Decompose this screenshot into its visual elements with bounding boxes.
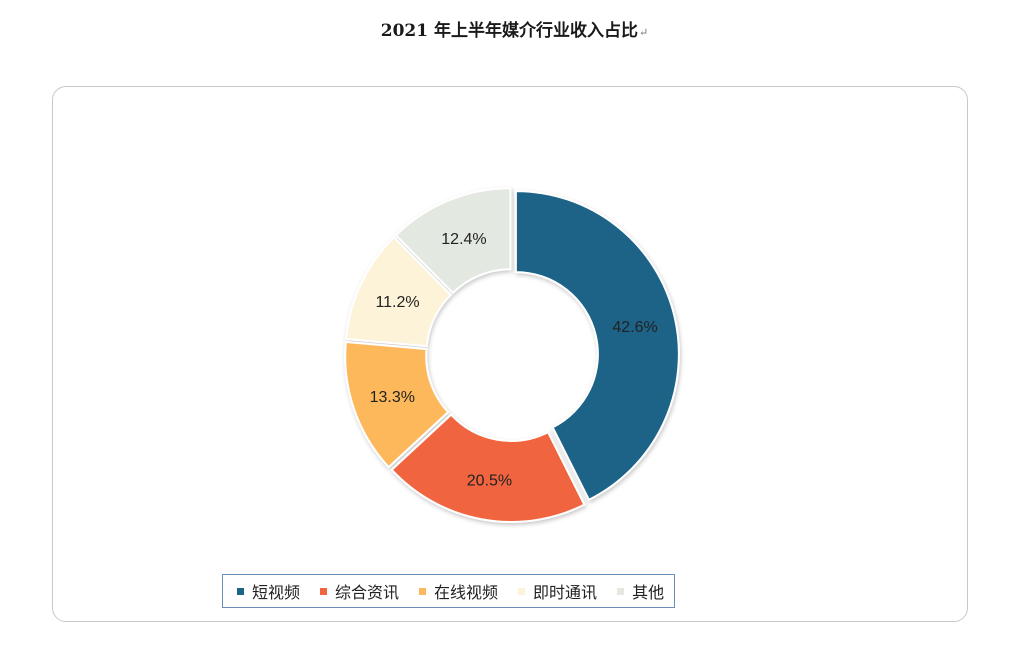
- data-label: 12.4%: [441, 231, 486, 248]
- donut-slice: [394, 187, 512, 295]
- data-label: 42.6%: [612, 319, 657, 336]
- legend-swatch-icon: [237, 587, 244, 595]
- legend-item: 即时通讯: [518, 579, 597, 603]
- chart-legend: 短视频 综合资讯 在线视频 即时通讯 其他: [222, 574, 676, 608]
- legend-label: 即时通讯: [533, 583, 598, 602]
- legend-swatch-icon: [617, 587, 625, 595]
- legend-swatch-icon: [419, 587, 427, 595]
- chart-frame: [52, 86, 968, 622]
- legend-item: 其他: [617, 579, 664, 603]
- legend-item: 短视频: [237, 579, 300, 603]
- paragraph-mark-icon: ↵: [639, 26, 649, 39]
- legend-label: 短视频: [252, 583, 301, 602]
- legend-swatch-icon: [518, 587, 526, 595]
- data-label: 20.5%: [467, 472, 512, 489]
- chart-title: 2021 年上半年媒介行业收入占比↵: [0, 16, 1029, 41]
- legend-label: 其他: [632, 583, 665, 602]
- donut-slice: [344, 340, 450, 469]
- legend-label: 综合资讯: [335, 583, 400, 602]
- data-label: 11.2%: [375, 294, 419, 311]
- chart-title-text: 2021 年上半年媒介行业收入占比: [380, 21, 638, 41]
- donut-slice: [514, 190, 680, 502]
- legend-label: 在线视频: [434, 583, 499, 602]
- legend-item: 综合资讯: [320, 579, 399, 603]
- legend-item: 在线视频: [419, 579, 498, 603]
- legend-swatch-icon: [320, 587, 328, 595]
- data-label: 13.3%: [370, 389, 415, 406]
- donut-slice: [390, 413, 586, 523]
- donut-slice: [344, 235, 453, 348]
